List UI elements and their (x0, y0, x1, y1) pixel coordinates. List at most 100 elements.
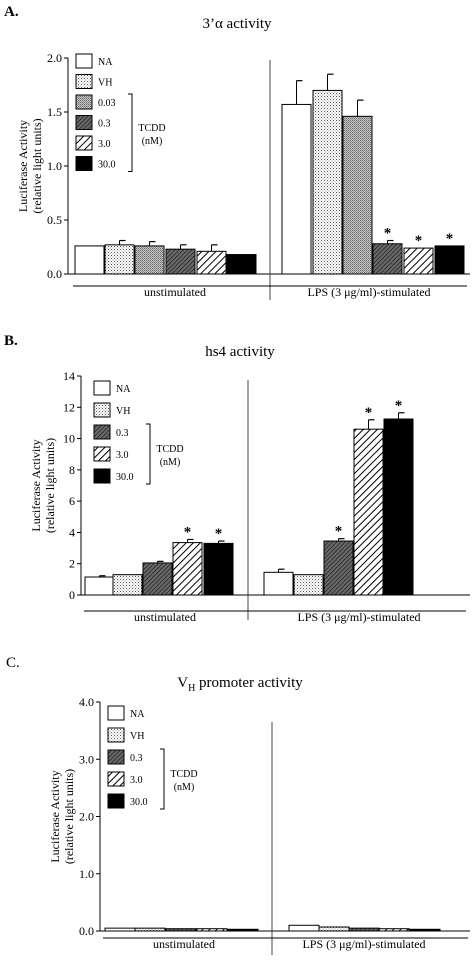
legend-label: NA (98, 57, 113, 68)
y-tick-label: 0.5 (47, 213, 62, 227)
legend-swatch-NA (75, 53, 93, 69)
legend-swatch-3.0 (107, 771, 125, 787)
bar-0.03-1 (342, 115, 373, 275)
y-tick-label: 12 (63, 400, 75, 414)
panel-label: B. (4, 333, 18, 349)
legend-label: VH (116, 406, 130, 417)
significance-marker: * (415, 233, 423, 249)
chart-title: hs4 activity (205, 344, 275, 360)
panel-a: A. 3’α activity 0.0 0.5 1.0 1.5 2.0 Luciferase … (4, 4, 470, 300)
y-axis-label: Luciferase Activity (16, 120, 30, 212)
y-tick-label: 2.0 (47, 51, 62, 65)
bar-30.0-0 (226, 254, 257, 275)
legend-group-unit: (nM) (142, 136, 163, 147)
legend-swatch-VH (107, 727, 125, 743)
legend-swatch-30.0 (107, 793, 125, 809)
bar-30.0-1 (383, 418, 414, 596)
legend-swatch-0.3 (107, 749, 125, 765)
panel-label: C. (6, 655, 20, 671)
bar-VH-0 (134, 927, 166, 932)
legend-swatch-NA (107, 705, 125, 721)
legend-swatch-3.0 (75, 135, 93, 151)
legend-label: 3.0 (116, 450, 129, 461)
significance-marker: * (446, 231, 454, 247)
legend-swatch-VH (75, 74, 93, 89)
legend-swatch-3.0 (93, 446, 111, 462)
bar-30.0-1 (409, 928, 441, 932)
legend-label: 30.0 (116, 472, 134, 483)
bar-0.3-0 (165, 928, 197, 932)
legend-label: VH (98, 78, 112, 89)
legend-label: 0.3 (98, 119, 111, 130)
significance-marker: * (335, 524, 343, 540)
bar-3.0-0 (172, 542, 203, 596)
legend-swatch-VH (93, 402, 111, 418)
group-label: unstimulated (144, 285, 206, 299)
bar-0.3-1 (323, 540, 354, 596)
legend-swatch-NA (93, 380, 111, 396)
bar-VH-1 (293, 574, 324, 596)
y-tick-label: 2 (69, 557, 75, 571)
bar-VH-0 (104, 244, 135, 275)
y-tick-label: 6 (69, 494, 75, 508)
panel-c: C. VH promoter activity 0.0 1.0 2.0 3.0 4.0 Luc… (6, 655, 470, 955)
y-tick-label: 0.0 (47, 267, 62, 281)
y-axis-label: (relative light units) (43, 438, 57, 533)
bar-30.0-0 (227, 928, 259, 932)
bar-NA-1 (288, 924, 320, 932)
y-tick-label: 2.0 (79, 810, 94, 824)
group-label: unstimulated (153, 937, 215, 951)
bar-0.03-0 (134, 245, 165, 275)
legend-swatch-0.3 (93, 424, 111, 440)
y-tick-label: 3.0 (79, 752, 94, 766)
bar-NA-0 (74, 245, 105, 275)
group-label: LPS (3 μg/ml)-stimulated (302, 937, 425, 951)
legend-label: 0.3 (116, 428, 129, 439)
bar-VH-1 (312, 89, 343, 275)
legend-bracket (146, 423, 151, 485)
bar-3.0-1 (403, 247, 434, 275)
y-tick-label: 8 (69, 463, 75, 477)
bar-VH-1 (318, 926, 350, 932)
bar-0.3-1 (348, 927, 380, 932)
significance-marker: * (365, 405, 373, 421)
bar-NA-1 (263, 571, 294, 596)
significance-marker: * (384, 226, 392, 242)
bar-3.0-0 (196, 250, 227, 275)
legend-group-label: TCDD (138, 123, 165, 134)
bar-30.0-0 (203, 542, 234, 596)
legend-group-unit: (nM) (160, 457, 181, 468)
group-label: LPS (3 μg/ml)-stimulated (297, 610, 420, 624)
legend-swatch-30.0 (75, 156, 93, 171)
bar-NA-0 (104, 927, 136, 932)
legend-group-label: TCDD (156, 444, 183, 455)
legend-bracket (128, 93, 133, 172)
y-axis-label: (relative light units) (30, 118, 44, 213)
legend-swatch-0.3 (75, 115, 93, 130)
y-axis-label: (relative light units) (62, 769, 76, 864)
panel-b: B. hs4 activity 0 2 4 6 8 10 12 14 Luciferase Acti… (4, 333, 470, 624)
legend-label: 0.3 (130, 753, 143, 764)
legend-label: NA (116, 384, 131, 395)
bar-0.3-1 (372, 243, 403, 275)
chart-title-main: V (177, 675, 188, 691)
legend-bracket (160, 748, 165, 810)
bar-30.0-1 (434, 245, 465, 275)
group-label: LPS (3 μg/ml)-stimulated (307, 285, 430, 299)
chart-title: VH promoter activity (177, 675, 303, 694)
chart-title-rest: promoter activity (195, 675, 303, 691)
y-tick-label: 0 (69, 588, 75, 602)
legend-label: 3.0 (98, 139, 111, 150)
legend-label: VH (130, 731, 144, 742)
bar-NA-0 (84, 576, 115, 596)
legend-label: 30.0 (98, 160, 116, 171)
bar-3.0-1 (353, 428, 384, 596)
significance-marker: * (184, 524, 192, 540)
legend-swatch-0.03 (75, 94, 93, 110)
y-axis-label: Luciferase Activity (29, 439, 43, 531)
legend-group-unit: (nM) (174, 782, 195, 793)
y-tick-label: 14 (63, 369, 75, 383)
y-tick-label: 1.0 (47, 159, 62, 173)
bar-3.0-0 (196, 928, 228, 932)
